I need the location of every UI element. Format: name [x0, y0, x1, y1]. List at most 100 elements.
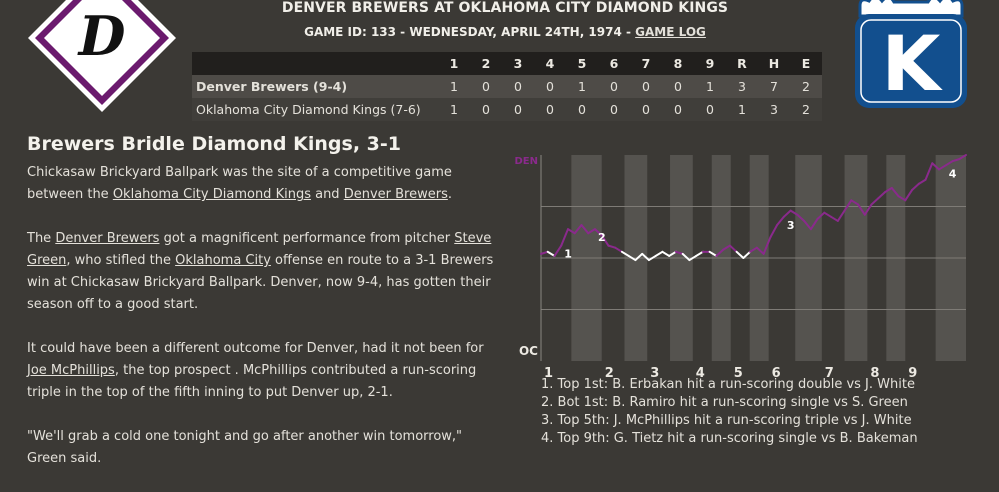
linescore-header-inning-7: 7	[630, 52, 662, 75]
p1-text-3: .	[447, 187, 452, 202]
p2-text-4: offense en route to a 3-1 Brewers win at…	[27, 253, 494, 312]
linescore-away-inning-3: 0	[502, 75, 534, 98]
wp-line-segment-46	[843, 199, 853, 212]
p2-text-3: , who stifled the	[66, 253, 176, 268]
wp-line-segment-45	[836, 209, 846, 222]
wp-line-segment-3	[553, 244, 563, 257]
linescore-away-hits: 7	[758, 75, 790, 98]
chart-annotation-2: 2	[598, 231, 606, 244]
link-denver-brewers-2[interactable]: Denver Brewers	[55, 231, 160, 246]
linescore-home-inning-2: 0	[470, 98, 502, 121]
wp-line-segment-18	[654, 250, 664, 257]
svg-text:K: K	[882, 19, 944, 108]
wp-line-segment-10	[600, 234, 610, 247]
wp-line-segment-12	[614, 246, 623, 253]
article-body: Chickasaw Brickyard Ballpark was the sit…	[27, 162, 497, 492]
link-steve-green[interactable]: Steve Green	[27, 231, 492, 268]
linescore-header-inning-1: 1	[438, 52, 470, 75]
chart-top-label: DEN	[514, 156, 538, 167]
linescore-away-inning-9: 1	[694, 75, 726, 98]
game-info-text: GAME ID: 133 - WEDNESDAY, APRIL 24TH, 19…	[304, 25, 636, 39]
wp-line-segment-59	[931, 162, 941, 171]
wp-line-segment-22	[681, 252, 691, 262]
chart-annotation-3: 3	[787, 219, 795, 232]
link-denver-brewers[interactable]: Denver Brewers	[343, 187, 448, 202]
wp-line-segment-52	[884, 186, 893, 194]
wp-line-segment-7	[580, 224, 590, 235]
inning-label-7: 7	[825, 366, 834, 378]
wp-line-segment-5	[566, 228, 576, 235]
inning-label-8: 8	[870, 366, 879, 378]
linescore-home-inning-7: 0	[630, 98, 662, 121]
p3-text-1: It could have been a different outcome f…	[27, 341, 484, 356]
wp-line-segment-58	[924, 162, 934, 181]
game-log-link[interactable]: GAME LOG	[635, 25, 706, 39]
linescore-away-inning-2: 0	[470, 75, 502, 98]
wp-line-segment-1	[540, 250, 549, 255]
game-title: DENVER BREWERS AT OKLAHOMA CITY DIAMOND …	[281, 0, 729, 16]
denver-brewers-logo: D	[28, 0, 176, 112]
p4-text-1: "We'll grab a cold one tonight and go af…	[27, 429, 463, 466]
linescore-home-team: Oklahoma City Diamond Kings (7-6)	[192, 98, 438, 121]
wp-line-segment-15	[634, 252, 644, 262]
wp-line-segment-34	[762, 236, 772, 255]
inning-label-2: 2	[605, 366, 614, 378]
linescore-header-runs: R	[726, 52, 758, 75]
wp-line-segment-24	[695, 250, 704, 257]
wp-line-segment-48	[857, 203, 866, 216]
linescore-home-hits: 3	[758, 98, 790, 121]
key-events-list: 1. Top 1st: B. Erbakan hit a run-scoring…	[541, 376, 918, 448]
linescore-header-inning-3: 3	[502, 52, 534, 75]
key-event-4: 4. Top 9th: G. Tietz hit a run-scoring s…	[541, 431, 918, 446]
link-oklahoma-city-diamond-kings[interactable]: Oklahoma City Diamond Kings	[112, 187, 311, 202]
wp-line-segment-23	[688, 254, 698, 262]
linescore-header-row: 1 2 3 4 5 6 7 8 9 R H E	[192, 52, 822, 75]
wp-line-segment-14	[627, 254, 637, 262]
linescore-away-runs: 3	[726, 75, 758, 98]
link-oklahoma-city[interactable]: Oklahoma City	[175, 253, 271, 268]
linescore-row-away: Denver Brewers (9-4) 1 0 0 0 1 0 0 0 1 3…	[192, 75, 822, 98]
linescore-header-team	[192, 52, 438, 75]
wp-line-segment-33	[755, 246, 765, 255]
wp-line-segment-2	[546, 250, 556, 257]
linescore-away-inning-8: 0	[662, 75, 694, 98]
wp-line-segment-36	[776, 215, 785, 227]
wp-line-segment-40	[803, 219, 812, 231]
p3-text-2: , the top prospect . McPhillips contribu…	[27, 363, 477, 400]
chart-annotation-1: 1	[564, 248, 572, 261]
key-event-1: 1. Top 1st: B. Erbakan hit a run-scoring…	[541, 377, 915, 392]
linescore-home-inning-5: 0	[566, 98, 598, 121]
wp-line-segment-32	[749, 246, 758, 253]
linescore-home-inning-1: 1	[438, 98, 470, 121]
chart-bottom-label: OC	[519, 344, 538, 358]
wp-line-segment-30	[735, 250, 745, 259]
wp-line-segment-56	[911, 182, 920, 192]
inning-label-9: 9	[908, 366, 917, 378]
wp-line-segment-44	[830, 215, 839, 222]
wp-line-segment-43	[823, 211, 833, 218]
wp-line-segment-57	[917, 178, 927, 185]
wp-line-segment-35	[769, 224, 779, 239]
wp-line-segment-20	[668, 250, 677, 257]
link-joe-mcphillips[interactable]: Joe McPhillips	[27, 363, 115, 378]
wp-line-segment-63	[958, 154, 967, 161]
linescore-home-inning-9: 0	[694, 98, 726, 121]
wp-line-segment-37	[782, 209, 792, 218]
article-paragraph-4: "We'll grab a cold one tonight and go af…	[27, 426, 497, 470]
linescore-row-home: Oklahoma City Diamond Kings (7-6) 1 0 0 …	[192, 98, 822, 121]
wp-line-segment-13	[620, 250, 630, 257]
wp-line-segment-55	[904, 189, 914, 202]
wp-line-segment-19	[661, 250, 671, 257]
key-event-3: 3. Top 5th: J. McPhillips hit a run-scor…	[541, 413, 912, 428]
wp-line-segment-21	[674, 250, 684, 255]
linescore-header-hits: H	[758, 52, 790, 75]
wp-line-segment-62	[951, 158, 961, 163]
wp-line-segment-6	[573, 224, 583, 235]
inning-label-5: 5	[734, 366, 743, 378]
linescore-away-inning-7: 0	[630, 75, 662, 98]
wp-line-segment-54	[897, 195, 907, 202]
linescore-home-inning-4: 0	[534, 98, 566, 121]
linescore-header-inning-4: 4	[534, 52, 566, 75]
oklahoma-city-diamond-kings-logo: K	[855, 0, 967, 108]
linescore-header-inning-8: 8	[662, 52, 694, 75]
